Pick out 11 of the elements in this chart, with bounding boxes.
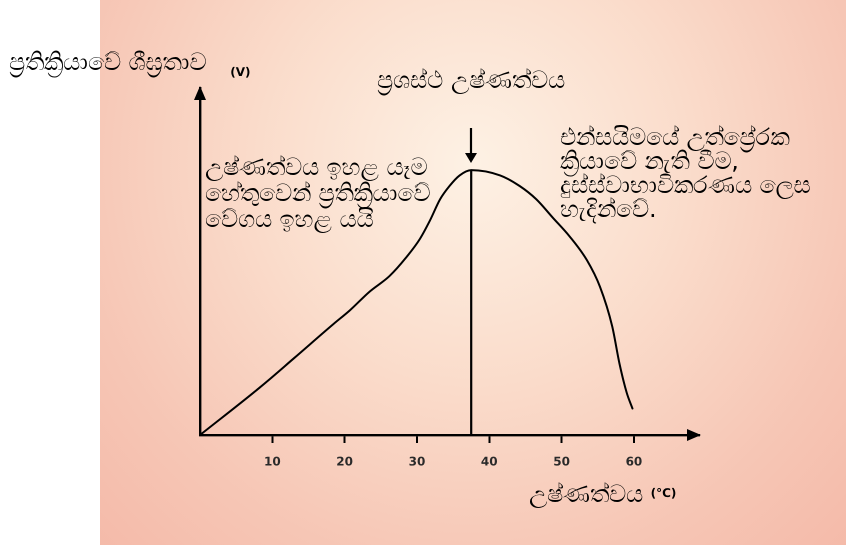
ref-line-label: ප්‍රශස්ථ උෂ්ණත්වය <box>377 66 565 94</box>
y-axis-title: ප්‍රතික්‍රියාවේ ශීඝ්‍රතාව $_{(V)}$ <box>9 48 251 81</box>
annotation: උෂ්ණත්වය ඉහළ යෑම හේතුවෙන් ප්‍රතික්‍රියාවේ වේගය ඉහළ යයි <box>205 153 432 233</box>
annotation: එන්සයිමයේ උත්ප්‍රේරක ක්‍රියාවේ නැති වීම, දුස්ස්වාභාවිකරණය ලෙස හැදින්වේ. <box>560 123 812 223</box>
x-tick-label: 10 <box>264 454 281 468</box>
x-axis-title: උෂ්ණත්වය $^{(°C)}$ <box>529 480 676 508</box>
x-tick-label: 30 <box>408 454 426 468</box>
x-tick-label: 50 <box>553 454 570 468</box>
x-tick-label: 20 <box>336 454 353 468</box>
x-tick-label: 40 <box>480 454 498 468</box>
x-tick-label: 60 <box>626 454 642 468</box>
